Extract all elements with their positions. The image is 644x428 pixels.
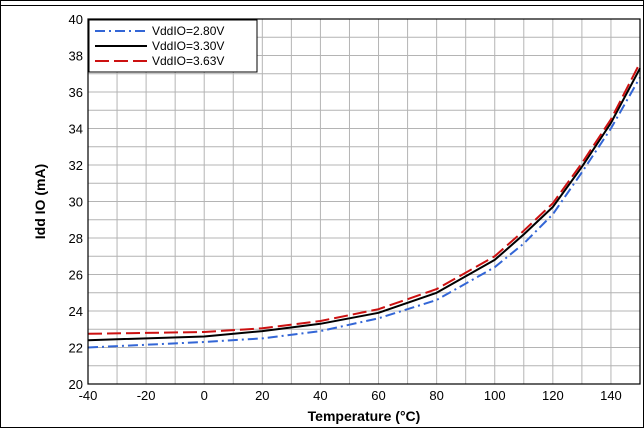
y-tick-label: 24: [69, 304, 83, 319]
x-tick-label: 40: [313, 388, 327, 403]
series-line: [87, 62, 641, 335]
y-tick-label: 28: [69, 231, 83, 246]
plot-area-border: [87, 18, 641, 385]
y-tick-label: 40: [69, 12, 83, 27]
legend-box: [88, 19, 258, 73]
series-layer: [87, 62, 641, 349]
x-tick-label: 100: [484, 388, 506, 403]
legend-label: VddIO=2.80V: [152, 24, 224, 38]
x-tick-label: -40: [79, 388, 98, 403]
y-tick-label: 22: [69, 341, 83, 356]
x-tick-label: 20: [255, 388, 269, 403]
y-tick-label: 34: [69, 122, 83, 137]
y-axis-title: Idd IO (mA): [32, 164, 48, 239]
y-tick-label: 36: [69, 85, 83, 100]
x-tick-label: 0: [201, 388, 208, 403]
x-tick-label: 120: [542, 388, 564, 403]
y-tick-label: 30: [69, 195, 83, 210]
legend-label: VddIO=3.63V: [152, 54, 224, 68]
y-tick-label: 20: [69, 377, 83, 392]
x-tick-label: -20: [137, 388, 156, 403]
x-tick-label: 140: [600, 388, 622, 403]
grid-lines: [88, 19, 640, 384]
y-tick-label: 38: [69, 49, 83, 64]
y-tick-label: 26: [69, 268, 83, 283]
x-tick-labels: -40 -20 0 20 40 60 80 100 120 140: [79, 388, 622, 403]
x-axis-title: Temperature (°C): [308, 408, 421, 424]
y-tick-label: 32: [69, 158, 83, 173]
series-line: [87, 67, 641, 342]
series-line: [87, 76, 641, 349]
legend-label: VddIO=3.30V: [152, 39, 224, 53]
x-tick-label: 60: [371, 388, 385, 403]
x-tick-label: 80: [429, 388, 443, 403]
y-tick-labels: 20 22 24 26 28 30 32 34 36 38 40: [69, 12, 83, 392]
